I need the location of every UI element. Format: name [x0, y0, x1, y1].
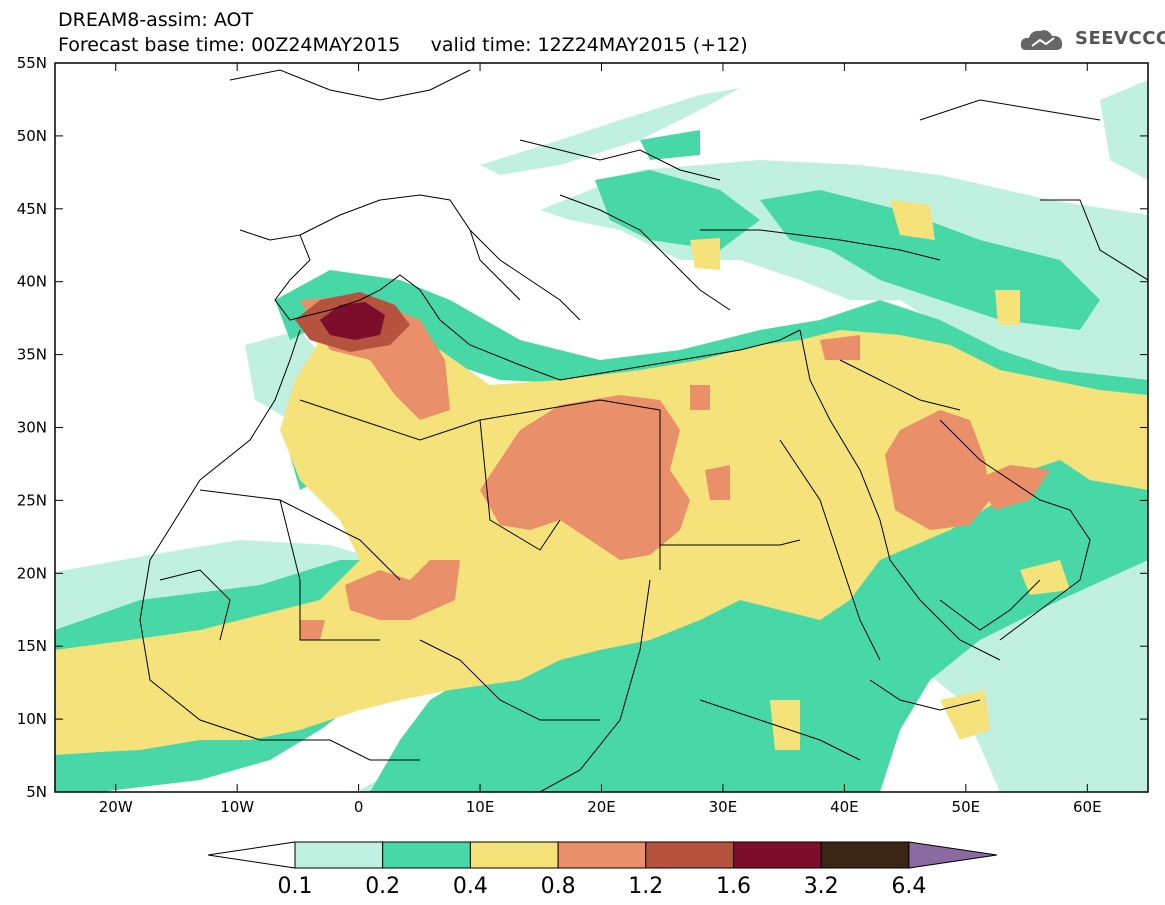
lat-label: 40N	[17, 273, 47, 291]
lat-label: 55N	[17, 54, 47, 72]
lon-label: 30E	[709, 798, 738, 816]
lat-label: 35N	[17, 346, 47, 364]
lon-label: 0	[354, 798, 364, 816]
map-title: DREAM8-assim: AOT	[58, 9, 254, 31]
cloud-logo-icon	[1020, 30, 1063, 50]
lat-label: 50N	[17, 127, 47, 145]
colorbar-box	[382, 841, 471, 869]
colorbar-label: 6.4	[891, 874, 926, 899]
lat-label: 20N	[17, 564, 47, 582]
colorbar-box	[294, 841, 384, 869]
colorbar-box	[733, 841, 822, 869]
colorbar-label: 0.4	[453, 874, 488, 899]
lon-label: 10W	[220, 798, 254, 816]
coastlines	[139, 69, 1148, 792]
colorbar-label: 1.2	[628, 874, 663, 899]
lat-label: 30N	[17, 419, 47, 437]
colorbar-min-arrow	[207, 841, 296, 869]
lat-label: 5N	[26, 783, 47, 801]
colorbar-box	[820, 841, 910, 869]
colorbar-label: 0.8	[541, 874, 576, 899]
longitude-labels: 20W 10W 0 10E 20E 30E 40E 50E 60E	[99, 798, 1102, 816]
lon-label: 50E	[952, 798, 981, 816]
colorbar-box	[557, 841, 647, 869]
aot-level-1-6	[320, 302, 385, 340]
lon-label: 20W	[99, 798, 133, 816]
lat-label: 10N	[17, 710, 47, 728]
base-time-label: Forecast base time: 00Z24MAY2015	[58, 34, 401, 56]
colorbar-label: 3.2	[804, 874, 839, 899]
lon-label: 10E	[466, 798, 495, 816]
valid-time-label: valid time: 12Z24MAY2015 (+12)	[430, 34, 748, 56]
logo-text: SEEVCCC	[1075, 28, 1165, 49]
latitude-labels: 55N 50N 45N 40N 35N 30N 25N 20N 15N 10N 5N	[17, 54, 47, 801]
colorbar-max-arrow	[908, 841, 997, 869]
colorbar-label: 1.6	[716, 874, 751, 899]
axis-ticks	[55, 62, 1148, 793]
lat-label: 15N	[17, 637, 47, 655]
lon-label: 60E	[1073, 798, 1102, 816]
colorbar-box	[645, 841, 734, 869]
colorbar-label: 0.2	[365, 874, 400, 899]
colorbar-box	[469, 841, 559, 869]
lat-label: 45N	[17, 200, 47, 218]
lon-label: 40E	[830, 798, 859, 816]
time-info: Forecast base time: 00Z24MAY2015 valid t…	[58, 35, 748, 55]
lat-label: 25N	[17, 491, 47, 509]
lon-label: 20E	[587, 798, 616, 816]
colorbar-label: 0.1	[278, 874, 313, 899]
